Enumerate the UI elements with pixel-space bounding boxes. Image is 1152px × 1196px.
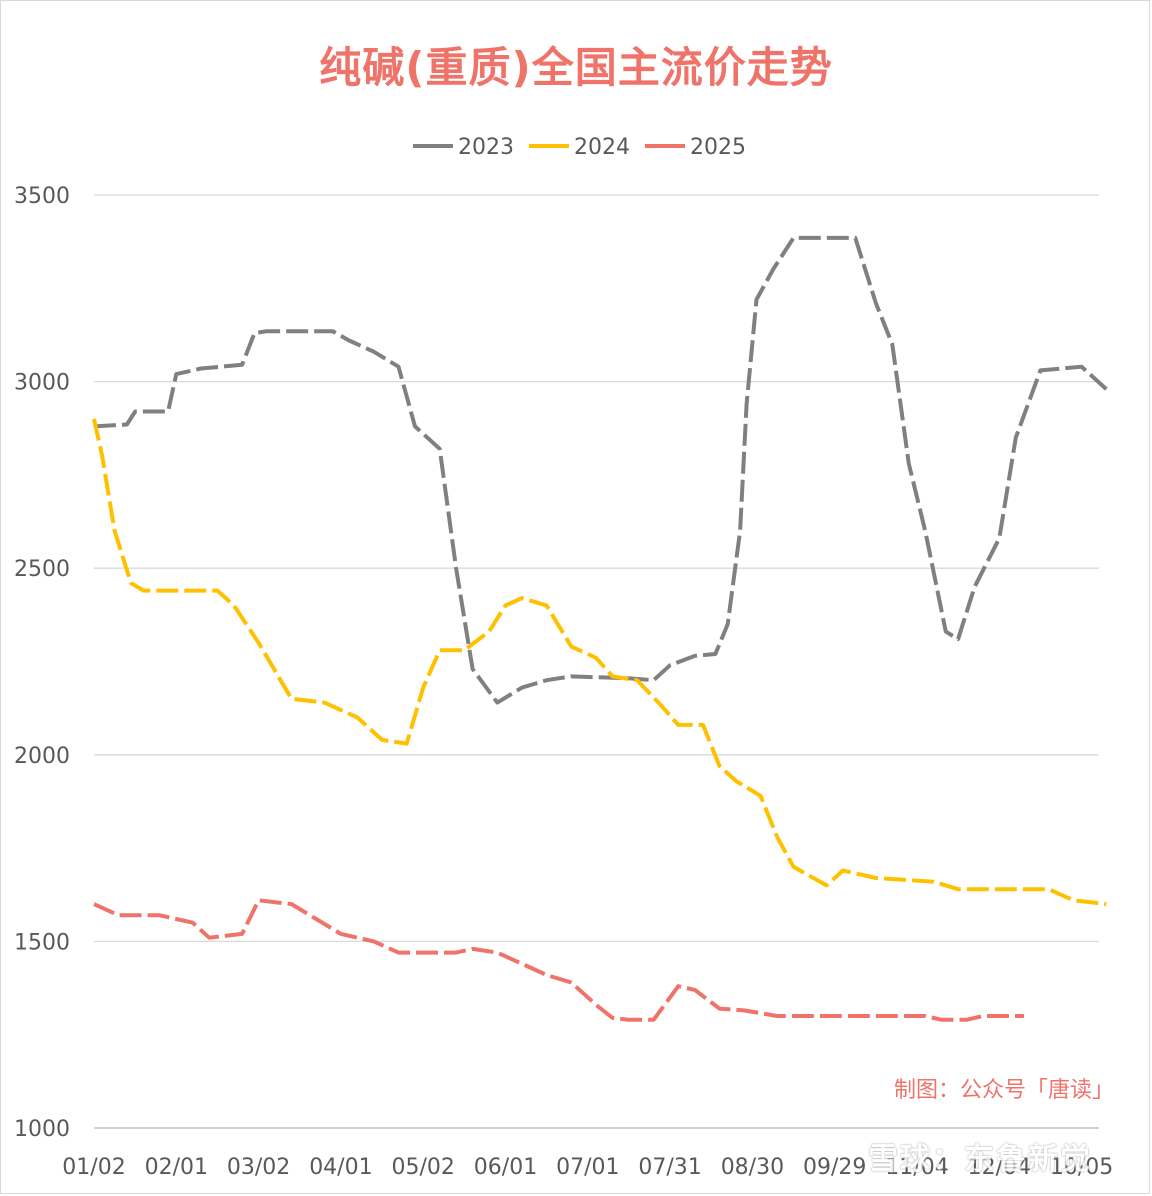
- y-tick-label: 3000: [14, 371, 70, 396]
- x-tick-label: 12/04: [968, 1155, 1031, 1180]
- x-tick-label: 09/29: [803, 1155, 866, 1180]
- legend: 2023 2024 2025: [413, 135, 746, 160]
- axes: 1000 1500 2000 2500 3000 3500 01/02 02/01 03/02 0…: [14, 184, 1113, 1180]
- x-tick-label: 03/02: [227, 1155, 290, 1180]
- series-line-2023: [93, 235, 1108, 705]
- x-tick-label: 07/01: [556, 1155, 619, 1180]
- y-tick-label: 2000: [14, 744, 70, 769]
- x-tick-label: 01/02: [62, 1155, 125, 1180]
- x-tick-label: 04/01: [309, 1155, 372, 1180]
- x-tick-label: 02/01: [145, 1155, 208, 1180]
- x-tick-label: 11/04: [885, 1155, 948, 1180]
- y-tick-label: 1500: [14, 930, 70, 955]
- x-tick-label: 10/05: [1050, 1155, 1113, 1180]
- chart-credit: 制图：公众号「唐读」: [893, 1078, 1114, 1103]
- watermark-text: 雪球：东鲁新觉: [868, 1142, 1092, 1177]
- chart-title: 纯碱(重质)全国主流价走势: [319, 43, 833, 92]
- legend-label-2023: 2023: [458, 135, 514, 160]
- x-tick-label: 05/02: [391, 1155, 454, 1180]
- y-tick-label: 1000: [14, 1117, 70, 1142]
- series-line-2025: [93, 898, 1024, 1022]
- y-tick-label: 2500: [14, 557, 70, 582]
- x-tick-label: 08/30: [721, 1155, 784, 1180]
- x-tick-label: 07/31: [638, 1155, 701, 1180]
- gridlines: [94, 194, 1099, 943]
- series-line-2024: [92, 418, 1107, 907]
- series-lines: [92, 235, 1108, 1022]
- legend-label-2024: 2024: [574, 135, 630, 160]
- y-tick-label: 3500: [14, 184, 70, 209]
- x-tick-label: 06/01: [474, 1155, 537, 1180]
- legend-label-2025: 2025: [690, 135, 746, 160]
